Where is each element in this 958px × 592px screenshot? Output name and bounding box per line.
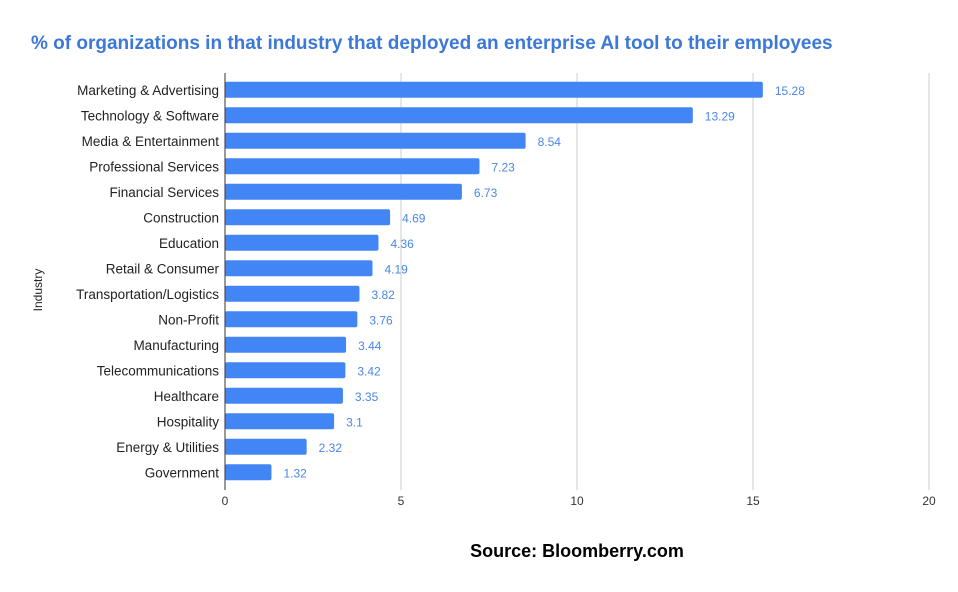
- value-label: 1.32: [283, 466, 307, 480]
- value-label: 13.29: [705, 109, 735, 123]
- value-label: 4.19: [384, 262, 408, 276]
- value-label: 2.32: [319, 441, 343, 455]
- value-label: 15.28: [775, 84, 805, 98]
- category-label: Energy & Utilities: [116, 440, 219, 455]
- x-tick-label: 20: [922, 494, 936, 508]
- bar: [225, 311, 358, 328]
- bar: [225, 438, 307, 455]
- chart-title: % of organizations in that industry that…: [31, 33, 833, 54]
- value-label: 3.42: [357, 364, 381, 378]
- category-label: Retail & Consumer: [106, 261, 220, 276]
- bar: [225, 387, 343, 404]
- x-tick-label: 15: [746, 494, 760, 508]
- category-labels: Marketing & Advertising Technology & Soft…: [76, 83, 219, 481]
- bar: [225, 464, 272, 481]
- value-label: 6.73: [474, 186, 498, 200]
- value-label: 3.76: [369, 313, 393, 327]
- category-label: Transportation/Logistics: [76, 287, 219, 302]
- value-label: 4.69: [402, 211, 426, 225]
- value-label: 3.35: [355, 390, 379, 404]
- gridlines: [400, 73, 930, 490]
- value-label: 3.82: [371, 288, 395, 302]
- value-label: 3.44: [358, 339, 382, 353]
- category-label: Telecommunications: [97, 363, 220, 378]
- category-label: Financial Services: [109, 185, 219, 200]
- bar: [225, 183, 462, 200]
- category-label: Media & Entertainment: [82, 134, 220, 149]
- bar: [225, 362, 346, 379]
- category-label: Government: [145, 465, 220, 480]
- y-axis-title: Industry: [31, 269, 45, 312]
- bar: [225, 285, 360, 302]
- bar: [225, 132, 526, 149]
- bar: [225, 81, 763, 98]
- category-label: Technology & Software: [81, 108, 219, 123]
- x-tick-label: 10: [570, 494, 584, 508]
- source-annotation: Source: Bloomberry.com: [470, 541, 684, 561]
- bar: [225, 158, 480, 175]
- bar: [225, 336, 347, 353]
- bar: [225, 234, 379, 251]
- bars: [225, 81, 763, 481]
- value-label: 4.36: [390, 237, 414, 251]
- bar: [225, 260, 373, 277]
- category-label: Professional Services: [89, 159, 219, 174]
- category-label: Hospitality: [157, 414, 220, 429]
- x-tick-label: 5: [398, 494, 405, 508]
- bar: [225, 413, 335, 430]
- category-label: Marketing & Advertising: [77, 83, 219, 98]
- category-label: Education: [159, 236, 219, 251]
- bar: [225, 107, 693, 124]
- category-label: Construction: [143, 210, 219, 225]
- x-tick-labels: 0 5 10 15 20: [222, 494, 936, 508]
- value-label: 3.1: [346, 415, 363, 429]
- value-label: 7.23: [491, 160, 515, 174]
- bar: [225, 209, 391, 226]
- category-label: Healthcare: [154, 389, 219, 404]
- value-labels: 15.28 13.29 8.54 7.23 6.73 4.69 4.36 4.19 3.82 3.…: [283, 84, 805, 481]
- value-label: 8.54: [538, 135, 562, 149]
- x-tick-label: 0: [222, 494, 229, 508]
- category-label: Manufacturing: [133, 338, 219, 353]
- category-label: Non-Profit: [158, 312, 219, 327]
